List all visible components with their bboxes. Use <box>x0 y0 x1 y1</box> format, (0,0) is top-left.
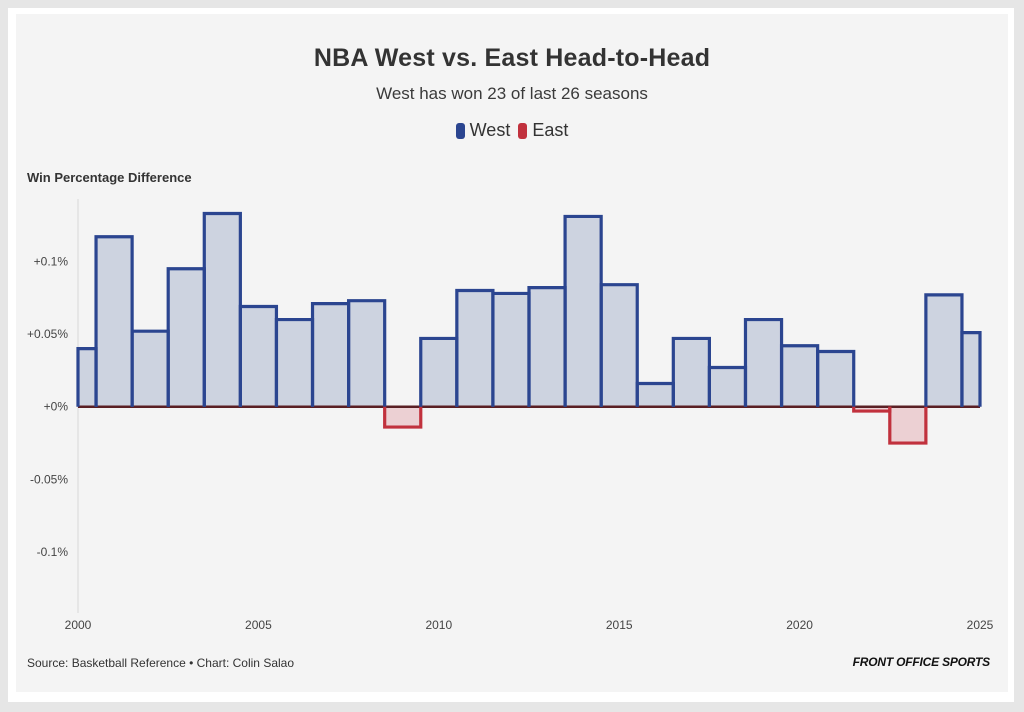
y-axis-title: Win Percentage Difference <box>27 170 192 185</box>
x-tick-label: 2010 <box>425 618 452 632</box>
west-fill <box>96 236 133 407</box>
east-fill <box>384 406 421 428</box>
west-fill <box>673 338 710 407</box>
east-step <box>888 406 928 445</box>
west-fill <box>240 306 277 407</box>
west-fill <box>817 351 854 407</box>
source-credit: Source: Basketball Reference • Chart: Co… <box>27 656 295 670</box>
west-step <box>599 283 639 407</box>
west-fill <box>745 319 782 407</box>
x-tick-label: 2005 <box>245 618 272 632</box>
legend-swatch-west <box>455 122 465 139</box>
west-fill <box>312 303 349 407</box>
x-tick-label: 2000 <box>65 618 92 632</box>
west-fill <box>420 338 457 407</box>
x-tick-label: 2020 <box>786 618 813 632</box>
west-step <box>94 235 134 407</box>
west-fill <box>961 332 980 407</box>
west-fill <box>637 383 674 407</box>
x-tick-label: 2025 <box>967 618 994 632</box>
legend-label-east: East <box>532 120 569 140</box>
west-fill <box>709 367 746 407</box>
chart-title: NBA West vs. East Head-to-Head <box>313 44 711 72</box>
y-tick-label: +0.05% <box>27 327 68 341</box>
west-fill <box>781 345 818 407</box>
west-fill <box>168 268 205 407</box>
east-fill <box>889 406 926 444</box>
legend-item-west[interactable]: West <box>455 120 511 141</box>
legend-item-east[interactable]: East <box>518 120 568 141</box>
legend-label-west: West <box>469 120 511 140</box>
east-fill <box>853 406 890 412</box>
brand-logo: FRONT OFFICE SPORTS <box>852 655 991 669</box>
west-fill <box>348 300 385 407</box>
y-tick-label: -0.05% <box>30 472 68 486</box>
west-fill <box>78 348 97 407</box>
y-tick-label: +0.1% <box>34 254 69 268</box>
west-fill <box>276 319 313 407</box>
west-step <box>960 331 982 407</box>
y-tick-label: +0% <box>44 400 69 414</box>
west-step <box>816 349 856 407</box>
x-tick-label: 2015 <box>606 618 633 632</box>
west-fill <box>492 293 529 407</box>
legend: West East <box>0 120 1024 141</box>
west-fill <box>925 294 962 407</box>
west-fill <box>132 331 169 407</box>
west-fill <box>456 290 493 407</box>
west-fill <box>529 287 566 407</box>
west-fill <box>601 284 638 407</box>
east-step <box>383 406 423 429</box>
y-tick-label: -0.1% <box>37 545 69 559</box>
legend-swatch-east <box>518 122 528 139</box>
chart-subtitle: West has won 23 of last 26 seasons <box>376 84 648 103</box>
west-fill <box>565 216 602 407</box>
west-fill <box>204 213 241 407</box>
west-step <box>347 299 387 407</box>
